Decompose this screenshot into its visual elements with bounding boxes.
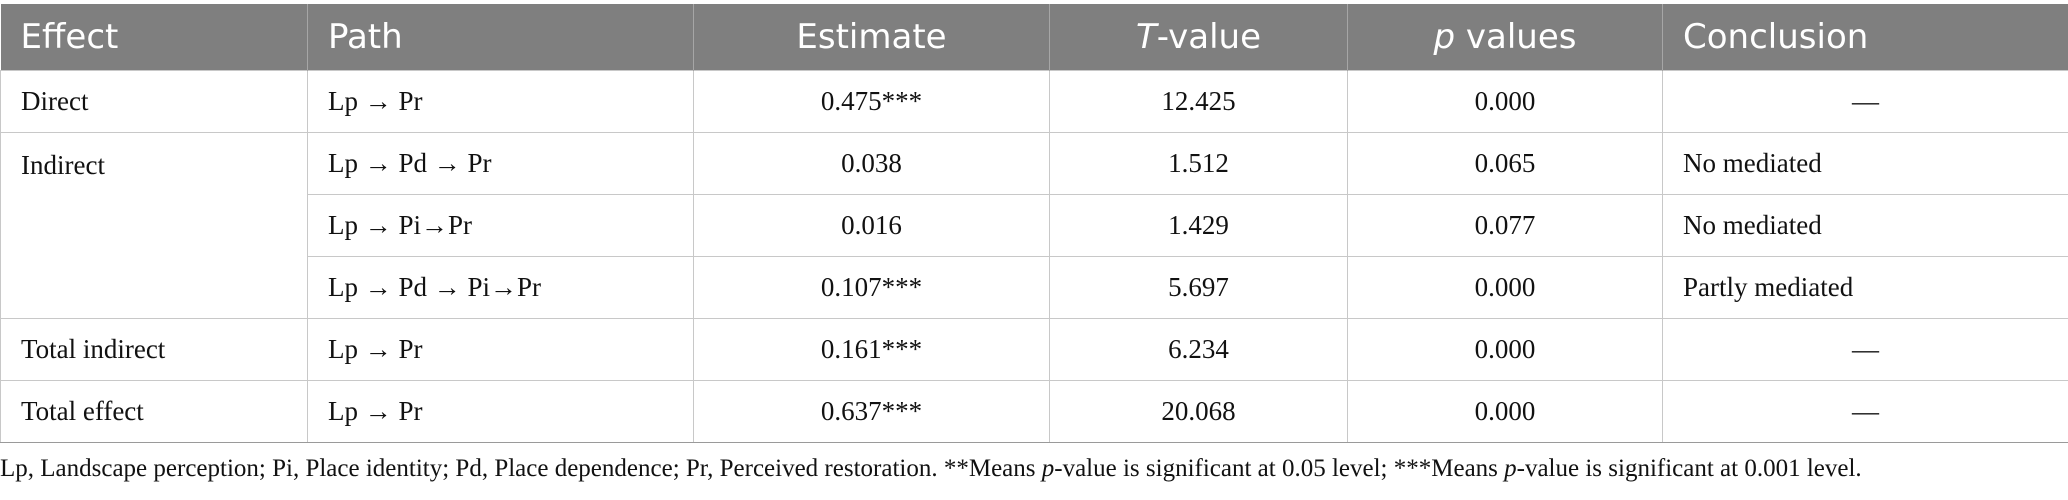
header-p-values: p values bbox=[1347, 4, 1663, 71]
cell-t-value: 12.425 bbox=[1049, 70, 1348, 133]
cell-path: Lp → Pd → Pr bbox=[307, 132, 694, 195]
header-path: Path bbox=[307, 4, 694, 71]
cell-effect: Total indirect bbox=[0, 318, 308, 381]
cell-path: Lp → Pi→Pr bbox=[307, 194, 694, 257]
table-row: Indirect Lp → Pd → Pr 0.038 1.512 0.065 … bbox=[0, 132, 2068, 319]
table-row: Lp → Pd → Pi→Pr 0.107*** 5.697 0.000 Par… bbox=[1, 256, 2068, 319]
cell-estimate: 0.475*** bbox=[693, 70, 1050, 133]
cell-path: Lp → Pr bbox=[307, 70, 694, 133]
cell-estimate: 0.161*** bbox=[693, 318, 1050, 381]
cell-estimate: 0.637*** bbox=[693, 380, 1050, 443]
header-t-italic: T bbox=[1135, 17, 1157, 57]
footnote-part-1: Lp, Landscape perception; Pi, Place iden… bbox=[0, 455, 1042, 482]
table-header: Effect Path Estimate T-value p values Co… bbox=[0, 4, 2068, 71]
cell-path: Lp → Pr bbox=[307, 380, 694, 443]
footnote-italic-p-2: p bbox=[1504, 455, 1517, 482]
header-p-rest: values bbox=[1455, 17, 1577, 57]
table-footnote: Lp, Landscape perception; Pi, Place iden… bbox=[0, 455, 2068, 483]
footnote-part-2: -value is significant at 0.05 level; ***… bbox=[1054, 455, 1505, 482]
header-t-value: T-value bbox=[1049, 4, 1348, 71]
cell-p-value: 0.077 bbox=[1347, 194, 1663, 257]
footnote-italic-p-1: p bbox=[1041, 455, 1055, 482]
cell-conclusion: No mediated bbox=[1662, 132, 2068, 195]
table-row: Total effect Lp → Pr 0.637*** 20.068 0.0… bbox=[0, 380, 2068, 443]
cell-conclusion: — bbox=[1662, 380, 2068, 443]
mediation-results-table: Effect Path Estimate T-value p values Co… bbox=[0, 4, 2068, 443]
header-t-rest: -value bbox=[1156, 17, 1261, 57]
cell-effect: Total effect bbox=[0, 380, 308, 443]
cell-p-value: 0.065 bbox=[1347, 132, 1663, 195]
header-p-italic: p bbox=[1433, 17, 1456, 57]
cell-p-value: 0.000 bbox=[1347, 256, 1663, 319]
cell-p-value: 0.000 bbox=[1347, 380, 1663, 443]
cell-p-value: 0.000 bbox=[1347, 70, 1663, 133]
cell-t-value: 1.512 bbox=[1049, 132, 1348, 195]
cell-conclusion: — bbox=[1662, 318, 2068, 381]
cell-conclusion: — bbox=[1662, 70, 2068, 133]
table-row: Direct Lp → Pr 0.475*** 12.425 0.000 — bbox=[0, 70, 2068, 133]
cell-t-value: 1.429 bbox=[1049, 194, 1348, 257]
table-row: Lp → Pi→Pr 0.016 1.429 0.077 No mediated bbox=[1, 194, 2068, 257]
cell-t-value: 5.697 bbox=[1049, 256, 1348, 319]
header-conclusion: Conclusion bbox=[1662, 4, 2068, 71]
header-estimate: Estimate bbox=[693, 4, 1050, 71]
header-effect: Effect bbox=[0, 4, 308, 71]
table-body: Direct Lp → Pr 0.475*** 12.425 0.000 — I… bbox=[0, 70, 2068, 443]
table-row: Total indirect Lp → Pr 0.161*** 6.234 0.… bbox=[0, 318, 2068, 381]
cell-t-value: 6.234 bbox=[1049, 318, 1348, 381]
cell-effect: Indirect bbox=[0, 132, 308, 319]
cell-effect: Direct bbox=[0, 70, 308, 133]
cell-estimate: 0.038 bbox=[693, 132, 1050, 195]
cell-path: Lp → Pr bbox=[307, 318, 694, 381]
footnote-part-3: -value is significant at 0.001 level. bbox=[1516, 455, 1862, 482]
page: Effect Path Estimate T-value p values Co… bbox=[0, 4, 2068, 483]
cell-t-value: 20.068 bbox=[1049, 380, 1348, 443]
cell-path: Lp → Pd → Pi→Pr bbox=[307, 256, 694, 319]
cell-conclusion: Partly mediated bbox=[1662, 256, 2068, 319]
cell-conclusion: No mediated bbox=[1662, 194, 2068, 257]
cell-estimate: 0.107*** bbox=[693, 256, 1050, 319]
cell-p-value: 0.000 bbox=[1347, 318, 1663, 381]
header-row: Effect Path Estimate T-value p values Co… bbox=[0, 4, 2068, 71]
cell-estimate: 0.016 bbox=[693, 194, 1050, 257]
